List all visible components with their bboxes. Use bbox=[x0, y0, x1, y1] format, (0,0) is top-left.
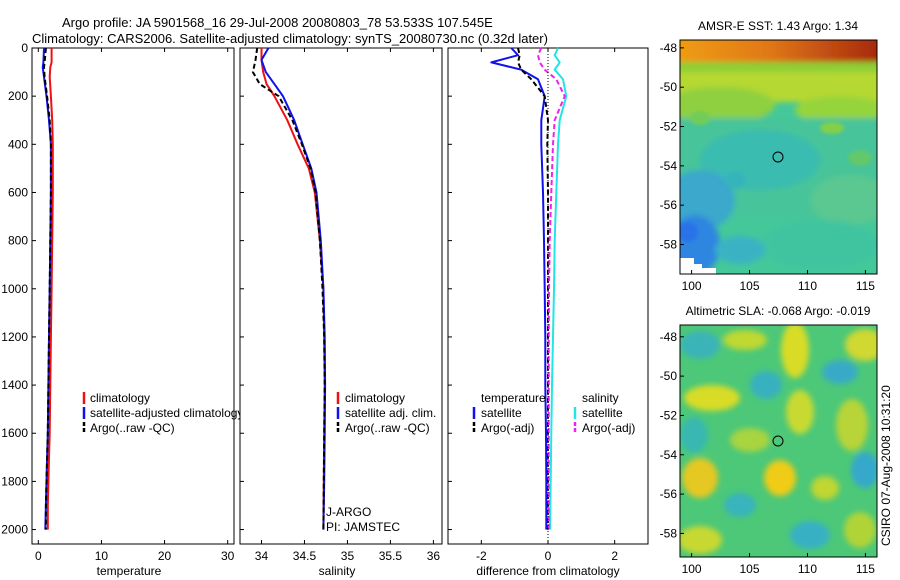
sst-map-title: AMSR-E SST: 1.43 Argo: 1.34 bbox=[698, 19, 858, 33]
x-tick-label: 34.5 bbox=[293, 549, 317, 563]
lat-tick-label: -52 bbox=[660, 408, 678, 422]
difference-profile-lines bbox=[490, 47, 568, 544]
difference-panel: -2 0 2 difference from climatology tempera… bbox=[447, 47, 649, 578]
lon-tick-label: 110 bbox=[798, 279, 817, 293]
temperature-plot-frame bbox=[31, 47, 235, 545]
depth-axis-ticks: 0 200 400 600 800 1000 1200 1400 1600 1800 2000 bbox=[1, 41, 36, 537]
difference-axis-label: difference from climatology bbox=[476, 564, 619, 578]
depth-tick-label: 200 bbox=[8, 89, 28, 103]
legend-label-satellite: satellite adj. clim. bbox=[345, 406, 436, 420]
legend-label-temp-satellite: satellite bbox=[481, 406, 522, 420]
lat-tick-label: -56 bbox=[660, 198, 678, 212]
lat-tick-label: -58 bbox=[660, 238, 678, 252]
credit-timestamp: CSIRO 07-Aug-2008 10:31:20 bbox=[879, 385, 893, 546]
series-line-temperature-satellite bbox=[490, 47, 548, 530]
lon-tick-label: 100 bbox=[682, 562, 702, 576]
series-line-climatology bbox=[46, 48, 54, 530]
difference-legend-salinity: salinity satellite Argo(-adj) bbox=[573, 391, 635, 435]
missing-data-cells bbox=[680, 258, 694, 274]
header-line-2: Climatology: CARS2006. Satellite-adjuste… bbox=[32, 31, 548, 46]
legend-label-satellite: satellite-adjusted climatology bbox=[90, 406, 243, 420]
temperature-panel: 0 200 400 600 800 1000 1200 1400 1600 1800 2000 0 1… bbox=[1, 41, 243, 578]
sst-map-frame bbox=[679, 39, 878, 275]
series-line-salinity-argo-adj- bbox=[537, 47, 566, 530]
sla-map-frame bbox=[679, 324, 878, 558]
x-tick-label: 0 bbox=[545, 549, 552, 563]
lat-tick-label: -48 bbox=[660, 330, 678, 344]
lon-tick-label: 105 bbox=[740, 562, 760, 576]
platform-annotation: J-ARGO bbox=[326, 505, 371, 519]
legend-label-argo: Argo(..raw -QC) bbox=[90, 421, 175, 435]
difference-legend-temperature: temperature satellite Argo(-adj) bbox=[472, 391, 546, 435]
x-tick-label: 0 bbox=[35, 549, 42, 563]
depth-tick-label: 1600 bbox=[1, 426, 28, 440]
legend-label-temp-argo: Argo(-adj) bbox=[481, 421, 534, 435]
x-tick-label: -2 bbox=[476, 549, 487, 563]
legend-label-climatology: climatology bbox=[90, 391, 150, 405]
legend-label-argo: Argo(..raw -QC) bbox=[345, 421, 430, 435]
depth-tick-label: 2000 bbox=[1, 523, 28, 537]
legend-label-climatology: climatology bbox=[345, 391, 405, 405]
series-line-salinity-satellite bbox=[549, 47, 568, 530]
sla-map-axis-ticks: 100 105 110 115 -48 -50 -52 -54 -56 -58 bbox=[660, 330, 876, 576]
lat-tick-label: -56 bbox=[660, 487, 678, 501]
lat-tick-label: -54 bbox=[660, 159, 678, 173]
x-tick-label: 36 bbox=[427, 549, 441, 563]
salinity-panel: 34 34.5 35 35.5 36 salinity climatology sate… bbox=[239, 47, 443, 578]
depth-tick-label: 1200 bbox=[1, 330, 28, 344]
temperature-profile-lines bbox=[41, 47, 54, 530]
legend-title-salinity: salinity bbox=[582, 391, 619, 405]
x-tick-label: 2 bbox=[611, 549, 618, 563]
x-tick-label: 34 bbox=[255, 549, 269, 563]
salinity-axis-ticks: 34 34.5 35 35.5 36 bbox=[240, 47, 441, 563]
x-tick-label: 35.5 bbox=[379, 549, 403, 563]
depth-tick-label: 1000 bbox=[1, 282, 28, 296]
sst-field bbox=[680, 40, 877, 274]
depth-tick-label: 400 bbox=[8, 137, 28, 151]
salinity-plot-frame bbox=[239, 47, 443, 545]
sla-map-title: Altimetric SLA: -0.068 Argo: -0.019 bbox=[686, 304, 871, 318]
lat-tick-label: -52 bbox=[660, 120, 678, 134]
salinity-profile-lines bbox=[251, 47, 327, 530]
salinity-legend: climatology satellite adj. clim. Argo(..… bbox=[336, 391, 436, 435]
legend-title-temperature: temperature bbox=[481, 391, 546, 405]
depth-tick-label: 600 bbox=[8, 185, 28, 199]
lon-tick-label: 100 bbox=[682, 279, 702, 293]
sla-field bbox=[680, 325, 877, 557]
depth-tick-label: 1400 bbox=[1, 378, 28, 392]
temperature-axis-label: temperature bbox=[97, 564, 162, 578]
lat-tick-label: -58 bbox=[660, 526, 678, 540]
lat-tick-label: -54 bbox=[660, 448, 678, 462]
lat-tick-label: -50 bbox=[660, 80, 678, 94]
temperature-axis-ticks: 0 10 20 30 bbox=[35, 48, 235, 563]
legend-label-sal-argo: Argo(-adj) bbox=[582, 421, 635, 435]
x-tick-label: 10 bbox=[95, 549, 109, 563]
x-tick-label: 20 bbox=[158, 549, 172, 563]
lon-tick-label: 110 bbox=[798, 562, 817, 576]
legend-label-sal-satellite: satellite bbox=[582, 406, 623, 420]
header-line-1: Argo profile: JA 5901568_16 29-Jul-2008 … bbox=[62, 15, 493, 30]
lat-tick-label: -48 bbox=[660, 41, 678, 55]
depth-tick-label: 1800 bbox=[1, 474, 28, 488]
x-tick-label: 30 bbox=[221, 549, 235, 563]
sla-map-panel: Altimetric SLA: -0.068 Argo: -0.019 bbox=[660, 304, 878, 576]
pi-annotation: PI: JAMSTEC bbox=[326, 520, 400, 534]
lon-tick-label: 115 bbox=[856, 279, 875, 293]
x-tick-label: 35 bbox=[341, 549, 355, 563]
sst-map-panel: AMSR-E SST: 1.43 Argo: 1.34 bbox=[660, 19, 878, 293]
lat-tick-label: -50 bbox=[660, 369, 678, 383]
sst-map-axis-ticks: 100 105 110 115 -48 -50 -52 -54 -56 -58 bbox=[660, 41, 876, 293]
depth-tick-label: 0 bbox=[21, 41, 28, 55]
salinity-axis-label: salinity bbox=[319, 564, 356, 578]
argo-float-marker bbox=[772, 435, 784, 447]
temperature-legend: climatology satellite-adjusted climatolo… bbox=[82, 391, 243, 435]
series-line-argo-raw-qc- bbox=[43, 47, 52, 530]
lon-tick-label: 115 bbox=[856, 562, 875, 576]
depth-tick-label: 800 bbox=[8, 234, 28, 248]
lon-tick-label: 105 bbox=[740, 279, 760, 293]
series-line-argo-raw-qc- bbox=[251, 47, 326, 530]
argo-float-marker bbox=[772, 151, 784, 163]
